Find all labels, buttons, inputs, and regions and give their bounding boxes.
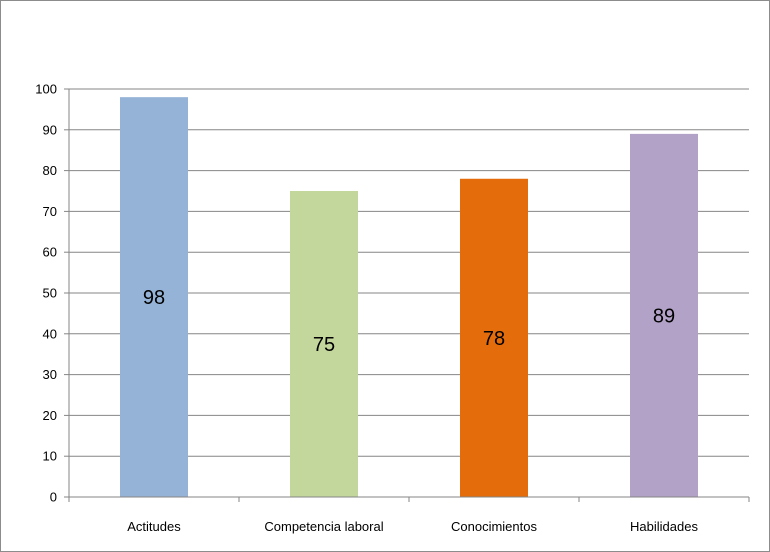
data-label: 89 xyxy=(653,305,675,327)
data-labels: 98 75 78 89 xyxy=(143,287,675,356)
y-tick-label: 10 xyxy=(43,449,57,464)
y-tick-label: 20 xyxy=(43,408,57,423)
data-label: 75 xyxy=(313,334,335,356)
y-tick-label: 90 xyxy=(43,122,57,137)
x-tick-label: Conocimientos xyxy=(451,519,537,534)
y-tick-label: 70 xyxy=(43,204,57,219)
y-tick-label: 0 xyxy=(50,490,57,505)
y-tick-label: 30 xyxy=(43,367,57,382)
y-tick-label: 40 xyxy=(43,326,57,341)
bar-competencia-laboral xyxy=(290,191,358,497)
data-label: 98 xyxy=(143,287,165,309)
y-tick-label: 50 xyxy=(43,286,57,301)
bar-habilidades xyxy=(630,133,698,497)
bars xyxy=(120,97,698,497)
x-tick-label: Actitudes xyxy=(127,519,181,534)
x-tick-labels: Actitudes Competencia laboral Conocimiento… xyxy=(127,519,698,534)
y-tick-label: 80 xyxy=(43,163,57,178)
axes xyxy=(64,88,750,502)
y-tick-labels: 0 10 20 30 40 50 60 70 80 90 100 xyxy=(35,82,57,505)
x-tick-label: Competencia laboral xyxy=(264,519,383,534)
x-tick-label: Habilidades xyxy=(630,519,698,534)
y-tick-label: 60 xyxy=(43,245,57,260)
bar-actitudes xyxy=(120,97,188,497)
data-label: 78 xyxy=(483,328,505,350)
y-tick-label: 100 xyxy=(35,82,57,97)
bar-conocimientos xyxy=(460,178,528,497)
